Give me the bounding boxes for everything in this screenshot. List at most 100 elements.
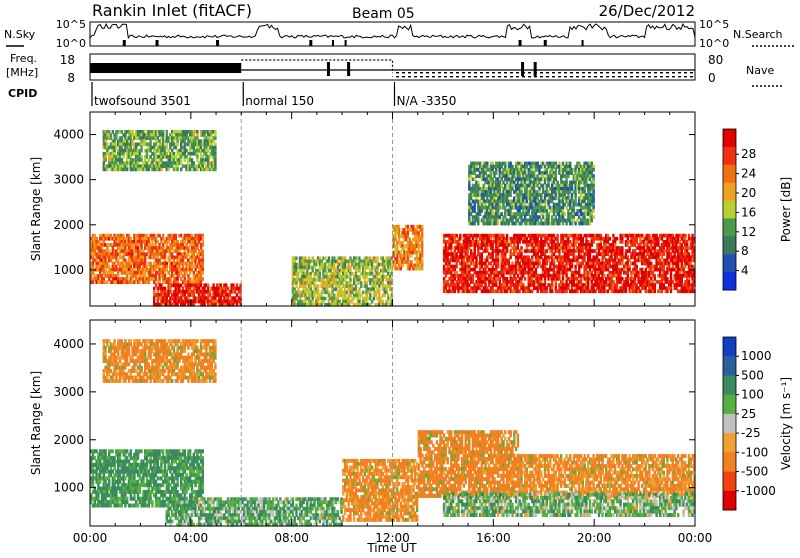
data-cell [126,168,128,172]
cpid-label: CPID [8,87,37,100]
sky-spike [123,40,126,46]
frequency-trace [90,60,695,78]
data-cell [146,155,148,159]
sky-spike [332,40,334,46]
data-cell [122,155,124,159]
data-cell [410,260,412,264]
data-cell [112,130,114,134]
data-cell [625,289,627,293]
data-cell [497,222,499,226]
data-cell [396,247,398,251]
freq-tick-top: 18 [60,53,75,67]
data-cell [497,265,499,269]
data-cell [180,283,182,287]
data-cell [104,158,106,162]
nave-tick-bottom: 0 [708,71,716,85]
sky-spike [544,40,547,46]
data-cell [621,240,623,244]
data-cell [295,256,297,260]
sky-tick-bottom-left: 10^0 [56,37,86,50]
data-cell [609,237,611,241]
freq-spike [327,62,330,76]
data-cell [546,289,548,293]
data-cell [214,168,216,172]
sky-noise-trace [90,24,695,46]
cpid-row: twofsound 3501 normal 150 N/A -3350 [92,82,456,108]
data-cell [200,283,202,287]
data-cell [207,283,209,287]
data-cell [421,231,423,235]
data-cell [155,283,157,287]
data-cell [106,143,108,147]
data-cell [184,158,186,162]
data-cell [140,149,142,153]
freq-unit-label: [MHz] [6,66,38,79]
data-cell [202,243,204,247]
data-cell [162,130,164,134]
data-cell [140,155,142,159]
data-cell [176,168,178,172]
data-cell [477,222,479,226]
data-cell [214,130,216,134]
freq-spike [521,62,524,76]
data-cell [421,260,423,264]
sky-tick-top-right: 10^5 [699,18,729,31]
cpid-segment-label: twofsound 3501 [94,94,191,108]
data-cell [551,289,553,293]
data-cell [670,289,672,293]
data-cell [196,155,198,159]
station-title: Rankin Inlet (fitACF) [92,1,252,20]
data-cell [401,264,403,268]
scatter-region [393,225,424,271]
data-cell [212,283,214,287]
data-cell [121,130,123,134]
data-cell [225,283,227,287]
nsky-label: N.Sky [4,28,36,41]
data-cell [160,283,162,287]
sky-spike [582,40,584,46]
scatter-region [292,256,393,306]
data-cell [131,130,133,134]
date-title: 26/Dec/2012 [599,2,695,20]
data-cell [398,231,400,235]
data-cell [421,247,423,251]
data-cell [324,297,326,301]
nave-tick-top: 80 [708,53,723,67]
beam-title: Beam 05 [352,6,415,22]
sky-panel-frame [90,22,695,46]
data-cell [506,249,508,253]
data-cell [421,267,423,271]
data-cell [524,277,526,281]
nsearch-label: N.Search [733,28,783,41]
data-cell [456,265,458,269]
scatter-region [468,162,595,226]
nave-dotted-band [393,72,696,78]
sky-spike [345,40,347,46]
freq-tick-bottom: 8 [67,71,75,85]
cpid-segment-label: N/A -3350 [397,94,457,108]
data-cell [571,265,573,269]
data-cell [166,130,168,134]
data-cell [232,283,234,287]
data-cell [214,143,216,147]
sky-spike [216,40,219,46]
sky-tick-top-left: 10^5 [56,18,86,31]
data-cell [202,277,204,281]
cpid-segment-label: normal 150 [245,94,314,108]
data-cell [176,143,178,147]
freq-label: Freq. [10,52,37,65]
data-cell [149,143,151,147]
data-cell [108,130,110,134]
sky-spike [519,40,522,46]
data-cell [202,271,204,275]
sky-noise-line [90,24,695,38]
sky-tick-bottom-right: 10^0 [699,37,729,50]
data-cell [214,155,216,159]
data-cell [220,283,222,287]
freq-spike [347,62,350,76]
data-cell [654,289,656,293]
data-cell [616,237,618,241]
